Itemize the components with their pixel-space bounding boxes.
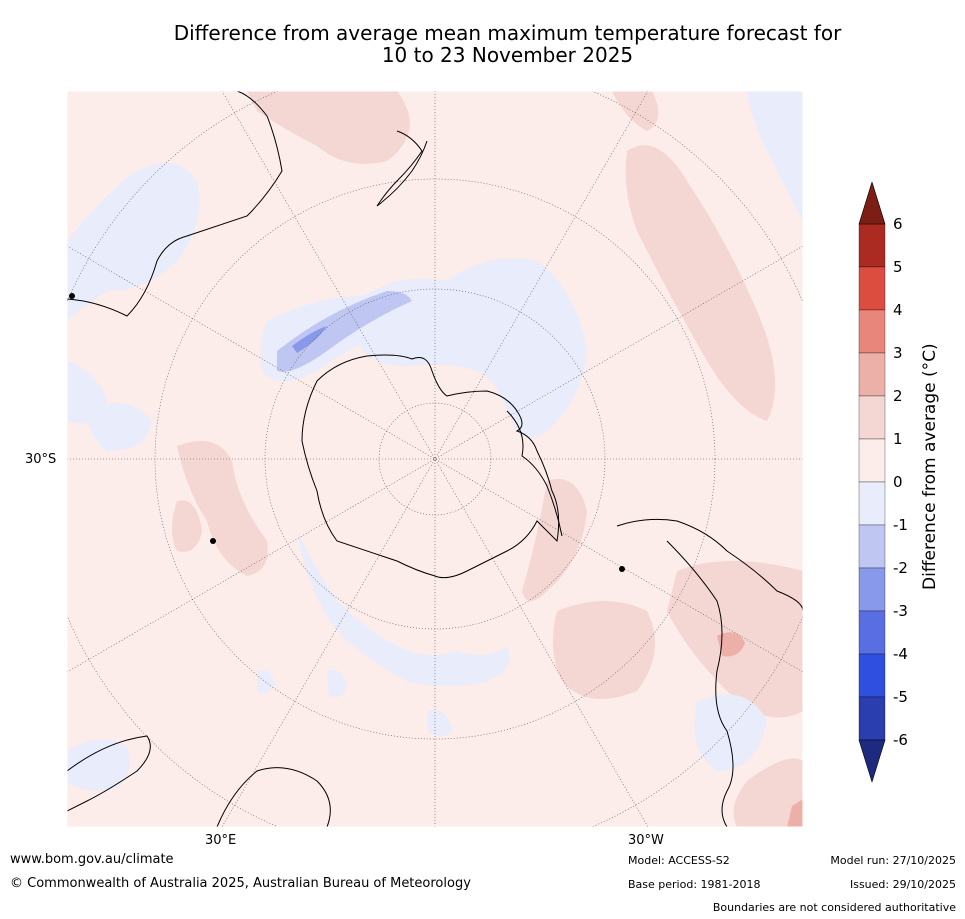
cool-patch-indian-ring — [297, 531, 510, 686]
colorbar-bin — [858, 524, 886, 569]
antarctic-peninsula — [506, 410, 563, 537]
colorbar-label: Difference from average (°C) — [920, 343, 940, 590]
antarctica-outline — [301, 354, 560, 579]
graticule — [67, 91, 803, 827]
colorbar-tick-label: -4 — [893, 645, 908, 663]
colorbar-tick-label: -5 — [893, 688, 908, 706]
warm-patch-2-to-3-b — [787, 799, 803, 827]
cool-patch-misc-3 — [427, 710, 452, 736]
colorbar-tick-label: -3 — [893, 602, 908, 620]
colorbar-bin — [858, 610, 886, 655]
cool-patch-2-band — [277, 291, 412, 372]
colorbar-tick-label: 0 — [893, 473, 903, 491]
footer-disclaimer: Boundaries are not considered authoritat… — [712, 901, 956, 914]
warm-patch-africa — [733, 758, 803, 827]
colorbar-tick-label: -2 — [893, 559, 908, 577]
colorbar-bin — [858, 696, 886, 741]
colorbar-tick-label: 2 — [893, 387, 903, 405]
colorbar-tick-label: 3 — [893, 344, 903, 362]
africa-outline — [67, 735, 331, 827]
cool-patch-misc-1 — [327, 670, 347, 698]
footer-copyright: © Commonwealth of Australia 2025, Austra… — [10, 876, 471, 891]
colorbar — [858, 182, 886, 782]
cool-patch-south-atlantic — [694, 694, 767, 771]
australia-outline — [67, 91, 283, 317]
island-kerguelen — [210, 538, 216, 544]
colorbar-bin — [858, 567, 886, 612]
colorbar-extend-high — [858, 182, 886, 225]
anomaly-map — [67, 91, 803, 827]
colorbar-bin — [858, 352, 886, 397]
footer-issued: Issued: 29/10/2025 — [849, 878, 956, 891]
colorbar-bin — [858, 438, 886, 483]
lat-label-30s: 30°S — [25, 452, 57, 467]
footer-model-run: Model run: 27/10/2025 — [830, 854, 956, 867]
warm-patch-2-to-3 — [717, 632, 745, 657]
warm-patch-atlantic — [625, 145, 775, 421]
colorbar-extend-low — [858, 739, 886, 782]
colorbar-tick-label: -1 — [893, 516, 908, 534]
lon-label-30e: 30°E — [205, 833, 237, 848]
cool-patch-misc-2 — [257, 670, 275, 694]
warm-patch-pacific — [247, 91, 410, 164]
colorbar-bin — [858, 309, 886, 354]
colorbar-bin — [858, 395, 886, 440]
south-america-outline — [616, 518, 803, 827]
cool-patch-west-2 — [87, 403, 152, 451]
title-line-1: Difference from average mean maximum tem… — [173, 21, 842, 45]
warm-patch-indian-2 — [172, 500, 202, 552]
colorbar-tick-label: -6 — [893, 731, 908, 749]
map-title: Difference from average mean maximum tem… — [60, 22, 955, 66]
island-small — [69, 293, 75, 299]
cool-patch-ne — [747, 91, 803, 221]
colorbar-bin — [858, 223, 886, 268]
colorbar-bins — [858, 223, 886, 741]
warm-patch-drake — [522, 479, 587, 601]
colorbar-bin — [858, 653, 886, 698]
colorbar-bin — [858, 266, 886, 311]
footer-website: www.bom.gov.au/climate — [10, 852, 174, 867]
footer-base-period: Base period: 1981-2018 — [628, 878, 761, 891]
lon-label-30w: 30°W — [628, 833, 664, 848]
cool-patch-ross-sea — [357, 258, 587, 438]
cool-patch-africa — [67, 739, 130, 791]
colorbar-bin — [858, 481, 886, 526]
warm-patch-south-atlantic — [553, 601, 655, 699]
colorbar-tick-label: 1 — [893, 430, 903, 448]
island-south-georgia — [619, 566, 625, 572]
colorbar-tick-label: 6 — [893, 215, 903, 233]
cool-patch-3-band — [292, 326, 327, 353]
warm-patch-indian — [177, 441, 268, 576]
cool-patch-tasman — [67, 163, 200, 321]
title-line-2: 10 to 23 November 2025 — [381, 43, 634, 67]
footer-model: Model: ACCESS-S2 — [628, 854, 730, 867]
warm-patch-pacific-north — [612, 91, 659, 131]
colorbar-tick-label: 5 — [893, 258, 903, 276]
colorbar-tick-label: 4 — [893, 301, 903, 319]
new-zealand-outline — [376, 130, 428, 207]
